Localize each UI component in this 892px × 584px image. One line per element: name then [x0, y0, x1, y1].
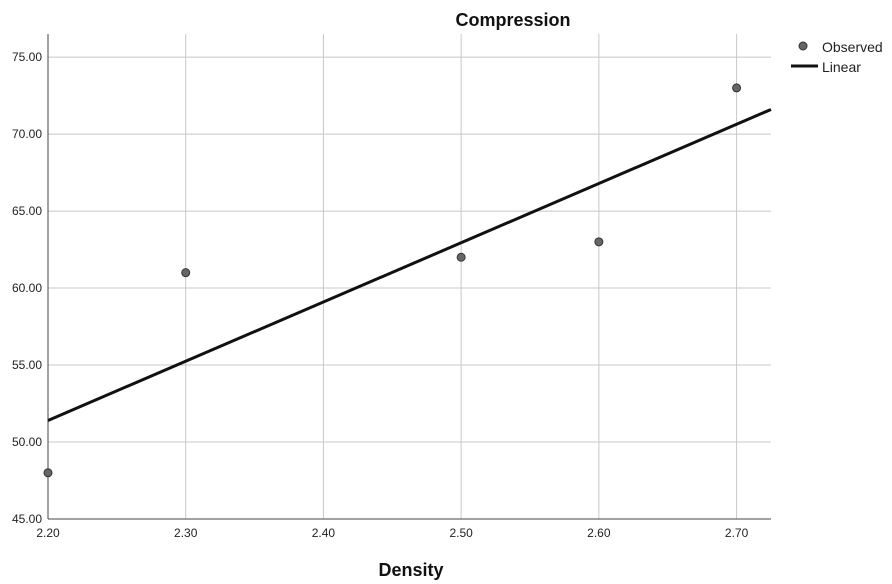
- x-tick-label: 2.60: [587, 526, 611, 540]
- data-points: [43, 83, 742, 478]
- y-tick-labels: 45.00 50.00 55.00 60.00 65.00 70.00 75.00: [12, 50, 42, 526]
- chart-title: Compression: [455, 10, 570, 30]
- observed-point: [732, 83, 742, 93]
- y-tick-label: 60.00: [12, 281, 42, 295]
- y-tick-label: 45.00: [12, 512, 42, 526]
- x-tick-label: 2.50: [449, 526, 473, 540]
- observed-point: [456, 252, 466, 262]
- observed-point: [594, 237, 604, 247]
- grid-lines: [48, 34, 771, 519]
- legend: Observed Linear: [791, 39, 883, 75]
- observed-point: [43, 468, 53, 478]
- y-tick-label: 55.00: [12, 358, 42, 372]
- x-tick-label: 2.40: [312, 526, 336, 540]
- x-tick-label: 2.70: [725, 526, 749, 540]
- axes: [47, 34, 771, 520]
- legend-linear-label: Linear: [822, 59, 861, 75]
- legend-observed-marker: [798, 41, 808, 51]
- x-tick-label: 2.30: [174, 526, 198, 540]
- observed-point: [181, 268, 191, 278]
- fit-lines: [47, 108, 772, 422]
- x-tick-labels: 2.20 2.30 2.40 2.50 2.60 2.70: [36, 526, 748, 540]
- y-tick-label: 50.00: [12, 435, 42, 449]
- x-tick-label: 2.20: [36, 526, 60, 540]
- y-tick-label: 70.00: [12, 127, 42, 141]
- y-tick-label: 75.00: [12, 50, 42, 64]
- y-tick-label: 65.00: [12, 204, 42, 218]
- linear-fit-line: [47, 108, 772, 422]
- legend-observed-label: Observed: [822, 39, 883, 55]
- x-axis-title: Density: [378, 560, 443, 580]
